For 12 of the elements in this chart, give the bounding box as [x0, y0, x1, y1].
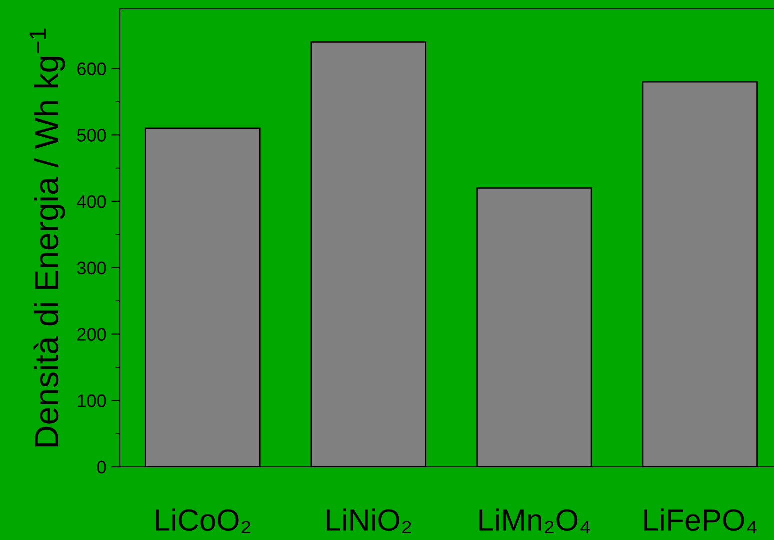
y-tick-label: 500	[77, 129, 106, 142]
x-tick-label: LiMn₂O₄	[480, 508, 590, 534]
y-tick-label: 200	[78, 328, 106, 341]
y-tick-label: 600	[78, 62, 106, 76]
x-tick-label: LiCoO₂	[156, 508, 251, 534]
x-tick-label: LiFePO₄	[644, 508, 757, 534]
y-tick-label: 300	[77, 262, 106, 275]
y-axis-title: Densità di Energia / Wh kg$^{−1}$	[30, 28, 66, 447]
x-tick-label: LiNiO₂	[327, 508, 412, 534]
y-tick-label: 0	[97, 460, 106, 474]
y-tick-label: 400	[77, 195, 106, 208]
y-tick-label: 100	[78, 394, 106, 408]
